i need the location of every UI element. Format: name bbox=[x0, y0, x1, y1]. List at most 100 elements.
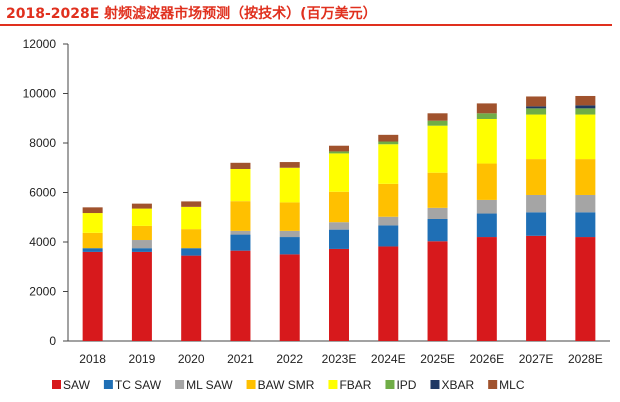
bar-segment-ipd bbox=[329, 151, 349, 154]
bar-stack-2025E bbox=[427, 113, 448, 341]
legend-swatch bbox=[246, 380, 256, 389]
bar-segment-saw bbox=[476, 237, 497, 341]
bar-segment-saw bbox=[230, 250, 251, 341]
chart-title: 2018-2028E 射频滤波器市场预测（按技术）(百万美元） bbox=[6, 6, 377, 22]
bar-segment-fbar bbox=[526, 114, 547, 160]
y-tick-label: 4000 bbox=[29, 235, 56, 249]
bar-segment-ml-saw bbox=[329, 222, 349, 230]
bar-segment-mlc bbox=[230, 162, 251, 169]
bar-segment-ml-saw bbox=[476, 199, 497, 214]
bar-segment-baw-smr bbox=[526, 159, 547, 195]
bar-segment-ml-saw bbox=[427, 207, 448, 219]
bar-segment-mlc bbox=[526, 96, 547, 107]
bar-segment-tc-saw bbox=[476, 213, 497, 238]
bar-segment-fbar bbox=[329, 153, 349, 192]
y-tick-label: 10000 bbox=[23, 87, 57, 101]
bar-segment-ipd bbox=[427, 120, 448, 126]
legend-swatch bbox=[328, 380, 338, 389]
bar-segment-tc-saw bbox=[329, 229, 349, 249]
legend-swatch bbox=[52, 380, 61, 389]
bar-segment-saw bbox=[279, 254, 300, 341]
legend-label: IPD bbox=[396, 378, 416, 392]
legend-label: BAW SMR bbox=[258, 378, 315, 392]
legend-label: SAW bbox=[63, 378, 91, 392]
bar-segment-tc-saw bbox=[82, 248, 103, 252]
x-tick-label: 2023E bbox=[322, 352, 357, 366]
bar-segment-ml-saw bbox=[575, 194, 596, 213]
bar-stack-2022 bbox=[279, 162, 300, 341]
bar-stack-2027E bbox=[526, 96, 547, 341]
x-tick-label: 2028E bbox=[568, 352, 603, 366]
bar-segment-tc-saw bbox=[131, 248, 152, 252]
bar-segment-tc-saw bbox=[279, 237, 300, 255]
bar-segment-ml-saw bbox=[378, 216, 399, 226]
x-tick-label: 2019 bbox=[129, 352, 156, 366]
y-tick-label: 2000 bbox=[29, 285, 56, 299]
bar-stack-2018 bbox=[82, 207, 103, 341]
bar-stack-2028E bbox=[575, 95, 596, 341]
bar-segment-saw bbox=[575, 237, 596, 341]
bar-segment-baw-smr bbox=[329, 191, 349, 223]
bar-segment-saw bbox=[329, 248, 349, 341]
bar-stack-2023E bbox=[329, 145, 349, 341]
bar-segment-ml-saw bbox=[526, 194, 547, 213]
bar-segment-saw bbox=[131, 251, 152, 341]
bars bbox=[82, 95, 596, 341]
bar-segment-mlc bbox=[329, 145, 349, 152]
bar-segment-fbar bbox=[82, 213, 103, 233]
bar-segment-tc-saw bbox=[575, 212, 596, 238]
x-tick-label: 2025E bbox=[420, 352, 455, 366]
x-tick-label: 2027E bbox=[519, 352, 554, 366]
bar-segment-ipd bbox=[575, 108, 596, 115]
bar-segment-fbar bbox=[279, 167, 300, 203]
bar-segment-xbar bbox=[575, 105, 596, 109]
bar-segment-fbar bbox=[427, 125, 448, 173]
bar-segment-fbar bbox=[575, 114, 596, 160]
bar-segment-mlc bbox=[427, 113, 448, 121]
legend-swatch bbox=[488, 380, 498, 389]
y-tick-label: 12000 bbox=[23, 37, 57, 51]
bar-segment-fbar bbox=[131, 208, 152, 226]
bar-segment-tc-saw bbox=[230, 234, 251, 251]
bar-segment-saw bbox=[526, 235, 547, 341]
bar-segment-fbar bbox=[476, 118, 497, 164]
bar-segment-ipd bbox=[378, 141, 399, 145]
bar-segment-tc-saw bbox=[427, 218, 448, 242]
bar-segment-baw-smr bbox=[427, 172, 448, 208]
legend-swatch bbox=[385, 380, 395, 389]
bar-segment-baw-smr bbox=[131, 225, 152, 241]
y-tick-label: 8000 bbox=[29, 136, 56, 150]
bar-segment-tc-saw bbox=[181, 248, 202, 256]
bar-segment-xbar bbox=[526, 106, 547, 109]
x-tick-label: 2021 bbox=[227, 352, 254, 366]
legend: SAW TC SAW ML SAW BAW SMR FBAR IPD XBAR MLC bbox=[52, 378, 525, 392]
legend-label: FBAR bbox=[339, 378, 371, 392]
bar-segment-baw-smr bbox=[476, 163, 497, 200]
title-underline bbox=[0, 24, 612, 26]
legend-swatch bbox=[103, 380, 113, 389]
bar-stack-2020 bbox=[181, 201, 202, 341]
x-tick-label: 2024E bbox=[371, 352, 406, 366]
bar-segment-baw-smr bbox=[575, 159, 596, 195]
bar-segment-baw-smr bbox=[181, 229, 202, 249]
bar-segment-baw-smr bbox=[230, 201, 251, 231]
bar-segment-fbar bbox=[378, 144, 399, 184]
legend-swatch bbox=[430, 380, 440, 389]
x-tick-label: 2018 bbox=[79, 352, 106, 366]
bar-segment-baw-smr bbox=[82, 232, 103, 249]
bar-segment-mlc bbox=[378, 134, 399, 142]
bar-segment-ml-saw bbox=[279, 230, 300, 238]
bar-segment-fbar bbox=[181, 206, 202, 230]
legend-swatch bbox=[175, 380, 185, 389]
bar-segment-mlc bbox=[181, 201, 202, 207]
bar-stack-2024E bbox=[378, 134, 399, 341]
axes: 0 2000 4000 6000 8000 10000 12000 2018 2019 2020 2… bbox=[23, 37, 610, 366]
bar-stack-2026E bbox=[476, 103, 497, 341]
legend-label: ML SAW bbox=[186, 378, 233, 392]
bar-segment-saw bbox=[427, 241, 448, 341]
bar-segment-tc-saw bbox=[378, 225, 399, 247]
bar-segment-ipd bbox=[526, 108, 547, 115]
bar-segment-mlc bbox=[476, 103, 497, 114]
y-tick-label: 0 bbox=[49, 334, 56, 348]
